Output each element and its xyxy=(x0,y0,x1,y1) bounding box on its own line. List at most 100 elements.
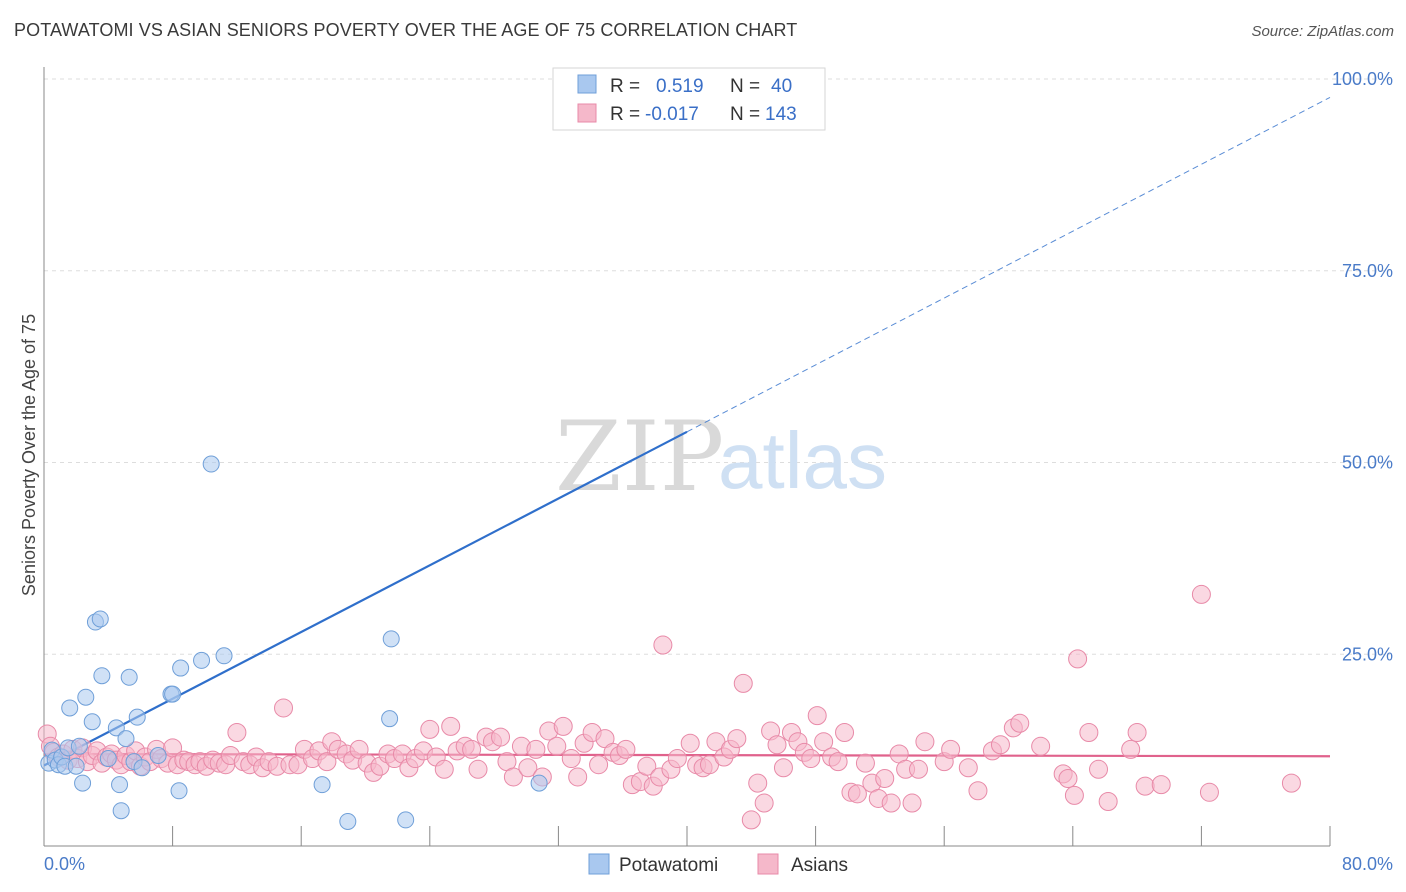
potawatomi-point xyxy=(530,774,548,792)
asians-point xyxy=(835,722,855,742)
potawatomi-point xyxy=(313,776,331,794)
asians-point xyxy=(503,767,523,787)
potawatomi-point xyxy=(77,688,95,706)
asians-point xyxy=(990,735,1010,755)
asians-point xyxy=(1089,759,1109,779)
y-tick-label-2: 75.0% xyxy=(1342,261,1393,281)
asians-point xyxy=(741,810,761,830)
asians-point xyxy=(468,759,488,779)
source-label: Source: ZipAtlas.com xyxy=(1251,23,1394,40)
potawatomi-point xyxy=(61,699,79,717)
asians-point xyxy=(589,755,609,775)
legend-box: R = 0.519 N = 40 R = -0.017 N = 143 xyxy=(552,67,826,131)
legend-n-label-2: N = xyxy=(730,104,760,125)
asians-point xyxy=(561,749,581,769)
asians-point xyxy=(553,716,573,736)
asians-point xyxy=(420,719,440,739)
potawatomi-point xyxy=(107,719,125,737)
potawatomi-point xyxy=(74,774,92,792)
potawatomi-point xyxy=(170,782,188,800)
asians-point xyxy=(773,758,793,778)
asians-point xyxy=(801,749,821,769)
potawatomi-point xyxy=(67,757,85,775)
asians-point xyxy=(881,793,901,813)
potawatomi-point xyxy=(120,668,138,686)
bottom-legend-swatch-potawatomi xyxy=(588,853,610,875)
legend-swatch-asians xyxy=(577,103,597,123)
potawatomi-point xyxy=(339,812,357,830)
asians-point xyxy=(941,739,961,759)
potawatomi-trend-line xyxy=(43,430,688,767)
potawatomi-point xyxy=(397,811,415,829)
y-tick-label-1: 50.0% xyxy=(1342,453,1393,473)
asians-point xyxy=(727,729,747,749)
asians-point xyxy=(1121,739,1141,759)
asians-point xyxy=(568,767,588,787)
potawatomi-point xyxy=(128,708,146,726)
asians-point xyxy=(902,793,922,813)
asians-point xyxy=(462,739,482,759)
potawatomi-point xyxy=(112,802,130,820)
legend-r-value-1: 0.519 xyxy=(656,76,704,97)
asians-point xyxy=(667,749,687,769)
legend-n-label-1: N = xyxy=(730,76,760,97)
y-tick-labels: 25.0% 50.0% 75.0% 100.0% xyxy=(1332,69,1393,664)
chart-title: POTAWATOMI VS ASIAN SENIORS POVERTY OVER… xyxy=(14,20,798,40)
asians-point xyxy=(1281,773,1301,793)
potawatomi-point xyxy=(215,647,233,665)
potawatomi-point xyxy=(91,610,109,628)
asians-point xyxy=(1031,736,1051,756)
asians-point xyxy=(616,739,636,759)
asians-point xyxy=(317,752,337,772)
asians-point xyxy=(754,793,774,813)
potawatomi-point xyxy=(172,659,190,677)
x-tick-labels: 0.0% 80.0% xyxy=(44,854,1393,874)
potawatomi-point xyxy=(93,667,111,685)
asians-point xyxy=(227,722,247,742)
y-axis-label-group: Seniors Poverty Over the Age of 75 xyxy=(19,314,39,596)
asians-point xyxy=(807,706,827,726)
asians-point xyxy=(1068,649,1088,669)
potawatomi-point xyxy=(381,710,399,728)
y-axis-label: Seniors Poverty Over the Age of 75 xyxy=(19,314,39,596)
asians-point xyxy=(1010,713,1030,733)
asians-point xyxy=(491,727,511,747)
asians-points xyxy=(37,584,1301,830)
bottom-legend-potawatomi: Potawatomi xyxy=(619,855,718,876)
potawatomi-point xyxy=(164,685,182,703)
asians-point xyxy=(847,784,867,804)
x-tick-label-0: 0.0% xyxy=(44,854,85,874)
potawatomi-point xyxy=(202,455,220,473)
potawatomi-point xyxy=(111,776,129,794)
potawatomi-point xyxy=(149,746,167,764)
potawatomi-point xyxy=(193,651,211,669)
gridlines xyxy=(44,78,1390,655)
potawatomi-point xyxy=(133,759,151,777)
bottom-legend-asians: Asians xyxy=(791,855,848,876)
asians-point xyxy=(828,752,848,772)
trend-lines xyxy=(43,96,1331,767)
legend-n-value-1: 40 xyxy=(771,76,792,97)
asians-point xyxy=(526,739,546,759)
asians-point xyxy=(748,773,768,793)
legend-swatch-potawatomi xyxy=(577,74,597,94)
asians-point xyxy=(855,753,875,773)
legend-r-label-1: R = xyxy=(610,76,640,97)
asians-point xyxy=(733,673,753,693)
asians-point xyxy=(441,716,461,736)
asians-point xyxy=(1064,785,1084,805)
asians-point xyxy=(1151,775,1171,795)
asians-point xyxy=(547,736,567,756)
asians-point xyxy=(767,735,787,755)
asians-point xyxy=(915,732,935,752)
asians-point xyxy=(680,733,700,753)
potawatomi-point xyxy=(382,630,400,648)
potawatomi-point xyxy=(70,737,88,755)
asians-point xyxy=(908,759,928,779)
legend-r-value-2: -0.017 xyxy=(645,104,699,125)
potawatomi-trend-extension xyxy=(686,96,1331,433)
y-tick-label-3: 100.0% xyxy=(1332,69,1393,89)
asians-point xyxy=(1191,584,1211,604)
asians-point xyxy=(653,635,673,655)
